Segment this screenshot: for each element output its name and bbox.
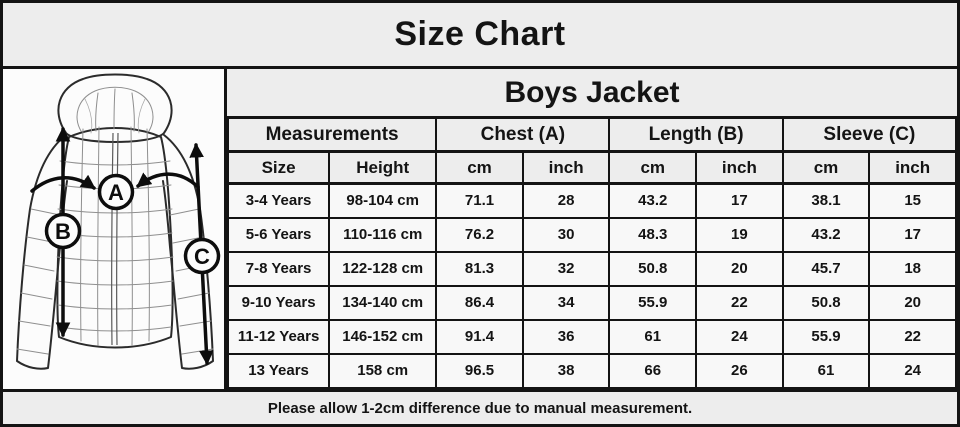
cell-sleeve-cm: 43.2 xyxy=(781,216,871,253)
cell-sleeve-inch: 20 xyxy=(868,284,957,321)
cell-sleeve-inch: 22 xyxy=(868,318,957,355)
group-header-chest: Chest (A) xyxy=(435,116,611,154)
col-header-chest-inch: inch xyxy=(521,150,611,186)
cell-chest-inch: 34 xyxy=(521,284,611,321)
label-c-text: C xyxy=(194,244,210,269)
col-header-length-cm: cm xyxy=(608,150,698,186)
label-a-text: A xyxy=(108,180,124,205)
footer-note-text: Please allow 1-2cm difference due to man… xyxy=(267,399,693,417)
jacket-quilting xyxy=(16,126,214,355)
cell-sleeve-cm: 45.7 xyxy=(781,250,871,287)
cell-length-inch: 24 xyxy=(695,318,784,355)
cell-height: 110-116 cm xyxy=(328,216,438,253)
cell-chest-inch: 28 xyxy=(521,182,611,219)
group-header-length: Length (B) xyxy=(608,116,784,154)
label-b-text: B xyxy=(55,219,71,244)
col-header-size: Size xyxy=(226,150,331,186)
cell-chest-cm: 86.4 xyxy=(435,284,524,321)
footer-note: Please allow 1-2cm difference due to man… xyxy=(3,389,957,424)
zipper-line xyxy=(110,132,114,346)
table-row: 5-6 Years 110-116 cm 76.2 30 48.3 19 43.… xyxy=(226,216,957,253)
cell-sleeve-inch: 18 xyxy=(868,250,957,287)
cell-height: 134-140 cm xyxy=(328,284,438,321)
jacket-illustration: A B C xyxy=(16,73,221,370)
group-header-sleeve: Sleeve (C) xyxy=(781,116,957,154)
cell-chest-cm: 96.5 xyxy=(435,352,524,390)
group-header-measurements: Measurements xyxy=(226,116,438,154)
cell-length-cm: 43.2 xyxy=(608,182,698,219)
cell-length-inch: 17 xyxy=(695,182,784,219)
jacket-diagram-panel: A B C xyxy=(3,69,227,389)
table-row: 7-8 Years 122-128 cm 81.3 32 50.8 20 45.… xyxy=(226,250,957,287)
col-header-height: Height xyxy=(328,150,438,186)
cell-chest-inch: 38 xyxy=(521,352,611,390)
cell-size: 9-10 Years xyxy=(226,284,331,321)
sub-header-row: Size Height cm inch cm inch cm inch xyxy=(226,150,957,186)
cell-sleeve-cm: 61 xyxy=(781,352,871,390)
table-title: Boys Jacket xyxy=(228,69,956,120)
cell-length-inch: 20 xyxy=(695,250,784,287)
size-table: Boys Jacket Measurements Chest (A) Lengt… xyxy=(226,69,957,390)
cell-size: 11-12 Years xyxy=(226,318,331,355)
cell-sleeve-inch: 17 xyxy=(868,216,957,253)
jacket-outline xyxy=(16,73,214,370)
cell-length-cm: 66 xyxy=(608,352,698,390)
cell-chest-cm: 71.1 xyxy=(435,182,524,219)
table-row: 13 Years 158 cm 96.5 38 66 26 61 24 xyxy=(226,352,957,390)
cell-length-cm: 55.9 xyxy=(608,284,698,321)
cell-length-inch: 19 xyxy=(695,216,784,253)
cell-height: 146-152 cm xyxy=(328,318,438,355)
cell-sleeve-cm: 55.9 xyxy=(781,318,871,355)
table-title-row: Boys Jacket xyxy=(228,69,956,120)
col-header-sleeve-cm: cm xyxy=(781,150,871,186)
cell-length-cm: 48.3 xyxy=(608,216,698,253)
page-title-text: Size Chart xyxy=(394,15,566,53)
group-header-row: Measurements Chest (A) Length (B) Sleeve… xyxy=(226,116,957,154)
cell-sleeve-inch: 24 xyxy=(868,352,957,390)
cell-chest-cm: 81.3 xyxy=(435,250,524,287)
cell-length-cm: 50.8 xyxy=(608,250,698,287)
cell-chest-inch: 36 xyxy=(521,318,611,355)
cell-length-cm: 61 xyxy=(608,318,698,355)
cell-chest-inch: 30 xyxy=(521,216,611,253)
cell-length-inch: 22 xyxy=(695,284,784,321)
label-circle-a: A xyxy=(97,173,135,211)
cell-chest-cm: 76.2 xyxy=(435,216,524,253)
cell-sleeve-cm: 50.8 xyxy=(781,284,871,321)
cell-sleeve-inch: 15 xyxy=(868,182,957,219)
table-row: 3-4 Years 98-104 cm 71.1 28 43.2 17 38.1… xyxy=(226,182,957,219)
cell-height: 122-128 cm xyxy=(328,250,438,287)
cell-height: 98-104 cm xyxy=(328,182,438,219)
cell-size: 13 Years xyxy=(226,352,331,390)
table-row: 9-10 Years 134-140 cm 86.4 34 55.9 22 50… xyxy=(226,284,957,321)
cell-length-inch: 26 xyxy=(695,352,784,390)
size-table-wrap: Boys Jacket Measurements Chest (A) Lengt… xyxy=(226,69,957,390)
col-header-chest-cm: cm xyxy=(435,150,524,186)
cell-chest-cm: 91.4 xyxy=(435,318,524,355)
label-circle-c: C xyxy=(183,237,221,275)
cell-sleeve-cm: 38.1 xyxy=(781,182,871,219)
label-circle-b: B xyxy=(44,212,82,250)
col-header-length-inch: inch xyxy=(695,150,784,186)
table-row: 11-12 Years 146-152 cm 91.4 36 61 24 55.… xyxy=(226,318,957,355)
content-area: A B C xyxy=(3,69,957,390)
cell-size: 5-6 Years xyxy=(226,216,331,253)
cell-chest-inch: 32 xyxy=(521,250,611,287)
col-header-sleeve-inch: inch xyxy=(868,150,957,186)
cell-size: 3-4 Years xyxy=(226,182,331,219)
cell-height: 158 cm xyxy=(328,352,438,390)
cell-size: 7-8 Years xyxy=(226,250,331,287)
page-title: Size Chart xyxy=(3,3,957,69)
